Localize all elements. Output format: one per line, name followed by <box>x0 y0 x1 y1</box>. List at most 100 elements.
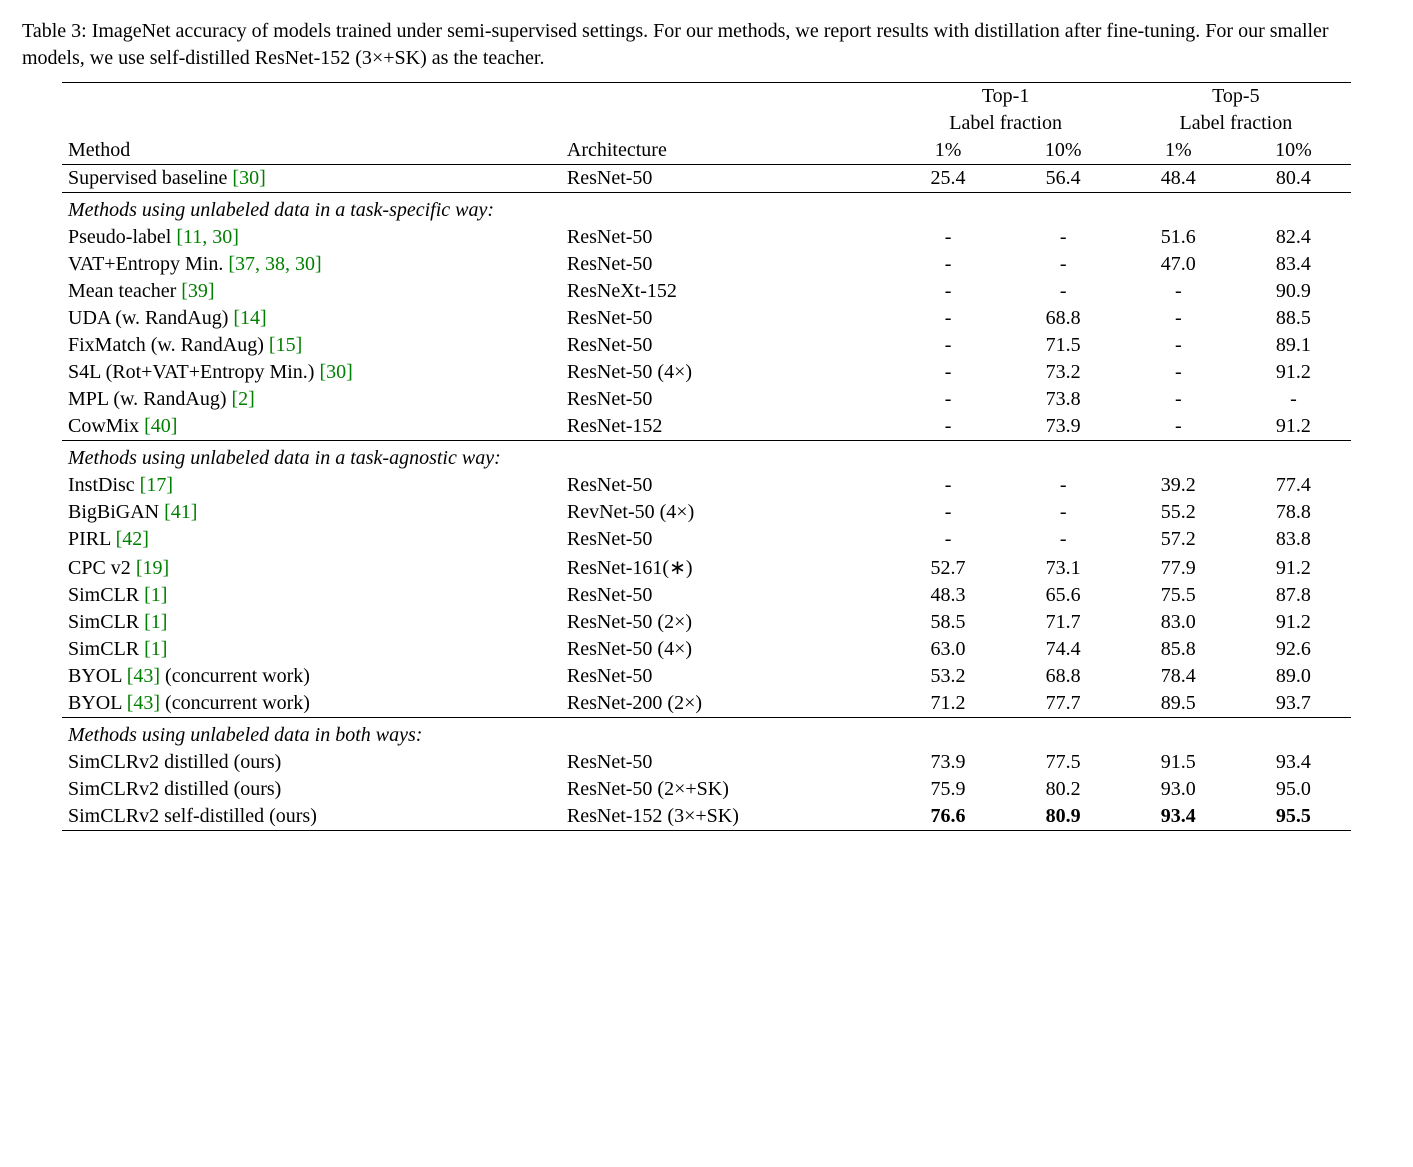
val-cell: 93.4 <box>1236 749 1351 776</box>
method-name: SimCLR <box>68 584 144 606</box>
val-cell: 91.2 <box>1236 553 1351 582</box>
val-cell: 56.4 <box>1006 165 1121 193</box>
arch-cell: ResNet-50 <box>561 749 891 776</box>
citation[interactable]: [14] <box>233 307 266 329</box>
val-cell: 75.5 <box>1121 582 1236 609</box>
table-row: SimCLR [1]ResNet-50 (4×)63.074.485.892.6 <box>62 636 1351 663</box>
arch-cell: ResNet-50 (4×) <box>561 359 891 386</box>
val-cell: 85.8 <box>1121 636 1236 663</box>
citation[interactable]: [1] <box>144 638 167 660</box>
table-row: SimCLRv2 self-distilled (ours)ResNet-152… <box>62 803 1351 831</box>
table-row: Supervised baseline [30] ResNet-50 25.4 … <box>62 165 1351 193</box>
section-label: Methods using unlabeled data in both way… <box>62 718 1351 750</box>
citation[interactable]: [43] <box>127 692 160 714</box>
method-cell: BYOL [43] (concurrent work) <box>62 663 561 690</box>
method-cell: MPL (w. RandAug) [2] <box>62 386 561 413</box>
val-cell: 80.9 <box>1006 803 1121 831</box>
val-cell: 82.4 <box>1236 224 1351 251</box>
val-cell: 91.2 <box>1236 609 1351 636</box>
val-cell: 93.4 <box>1121 803 1236 831</box>
citation[interactable]: [42] <box>116 528 149 550</box>
val-cell: - <box>890 472 1005 499</box>
val-cell: 95.5 <box>1236 803 1351 831</box>
header-1pct-a: 1% <box>890 137 1005 165</box>
citation[interactable]: [40] <box>144 415 177 437</box>
method-cell: S4L (Rot+VAT+Entropy Min.) [30] <box>62 359 561 386</box>
val-cell: 78.8 <box>1236 499 1351 526</box>
val-cell: 77.5 <box>1006 749 1121 776</box>
citation[interactable]: [30] <box>232 167 265 189</box>
arch-cell: ResNet-50 <box>561 582 891 609</box>
citation[interactable]: [41] <box>164 501 197 523</box>
header-lf1: Label fraction <box>890 110 1120 137</box>
method-name: UDA (w. RandAug) <box>68 307 233 329</box>
method-name: Pseudo-label <box>68 226 176 248</box>
val-cell: - <box>890 386 1005 413</box>
citation[interactable]: [1] <box>144 611 167 633</box>
table-caption: Table 3: ImageNet accuracy of models tra… <box>22 18 1391 72</box>
citation[interactable]: [11, 30] <box>176 226 239 248</box>
header-1pct-b: 1% <box>1121 137 1236 165</box>
val-cell: - <box>1121 278 1236 305</box>
citation[interactable]: [43] <box>127 665 160 687</box>
method-cell: BYOL [43] (concurrent work) <box>62 690 561 718</box>
caption-body-a: ImageNet accuracy of models trained unde… <box>22 20 1329 69</box>
val-cell: 58.5 <box>890 609 1005 636</box>
method-cell: UDA (w. RandAug) [14] <box>62 305 561 332</box>
method-name: BYOL <box>68 692 127 714</box>
val-cell: 51.6 <box>1121 224 1236 251</box>
val-cell: - <box>890 499 1005 526</box>
method-cell: Mean teacher [39] <box>62 278 561 305</box>
citation[interactable]: [39] <box>181 280 214 302</box>
citation[interactable]: [30] <box>319 361 352 383</box>
val-cell: 48.3 <box>890 582 1005 609</box>
table-row: CowMix [40]ResNet-152-73.9-91.2 <box>62 413 1351 441</box>
method-suffix: (concurrent work) <box>160 692 310 714</box>
section-header-row: Methods using unlabeled data in both way… <box>62 718 1351 750</box>
val-cell: - <box>1006 278 1121 305</box>
table-row: BYOL [43] (concurrent work)ResNet-5053.2… <box>62 663 1351 690</box>
method-cell: SimCLR [1] <box>62 582 561 609</box>
val-cell: 90.9 <box>1236 278 1351 305</box>
val-cell: 73.9 <box>890 749 1005 776</box>
val-cell: 52.7 <box>890 553 1005 582</box>
citation[interactable]: [17] <box>140 474 173 496</box>
method-cell: SimCLR [1] <box>62 636 561 663</box>
val-cell: - <box>1121 386 1236 413</box>
val-cell: 93.0 <box>1121 776 1236 803</box>
section-label: Methods using unlabeled data in a task-a… <box>62 441 1351 473</box>
val-cell: 73.8 <box>1006 386 1121 413</box>
method-name: BYOL <box>68 665 127 687</box>
header-top1: Top-1 <box>890 83 1120 111</box>
val-cell: 71.7 <box>1006 609 1121 636</box>
citation[interactable]: [1] <box>144 584 167 606</box>
val-cell: 73.9 <box>1006 413 1121 441</box>
citation[interactable]: [2] <box>232 388 255 410</box>
header-lf2: Label fraction <box>1121 110 1351 137</box>
header-10pct-a: 10% <box>1006 137 1121 165</box>
val-cell: 25.4 <box>890 165 1005 193</box>
method-cell: CowMix [40] <box>62 413 561 441</box>
citation[interactable]: [15] <box>269 334 302 356</box>
val-cell: - <box>890 413 1005 441</box>
table-row: InstDisc [17]ResNet-50--39.277.4 <box>62 472 1351 499</box>
method-cell: Supervised baseline [30] <box>62 165 561 193</box>
citation[interactable]: [37, 38, 30] <box>228 253 321 275</box>
val-cell: 68.8 <box>1006 305 1121 332</box>
citation[interactable]: [19] <box>136 557 169 579</box>
arch-cell: ResNet-50 (2×) <box>561 609 891 636</box>
val-cell: 77.4 <box>1236 472 1351 499</box>
method-name: Mean teacher <box>68 280 181 302</box>
method-cell: SimCLRv2 distilled (ours) <box>62 776 561 803</box>
val-cell: 92.6 <box>1236 636 1351 663</box>
val-cell: - <box>1236 386 1351 413</box>
caption-prefix: Table 3: <box>22 20 87 42</box>
val-cell: 95.0 <box>1236 776 1351 803</box>
val-cell: 77.9 <box>1121 553 1236 582</box>
table-row: SimCLRv2 distilled (ours)ResNet-5073.977… <box>62 749 1351 776</box>
results-table: Method Architecture Top-1 Top-5 Label fr… <box>62 82 1351 831</box>
arch-cell: ResNet-50 <box>561 472 891 499</box>
val-cell: - <box>1006 526 1121 553</box>
val-cell: 83.0 <box>1121 609 1236 636</box>
val-cell: 89.5 <box>1121 690 1236 718</box>
